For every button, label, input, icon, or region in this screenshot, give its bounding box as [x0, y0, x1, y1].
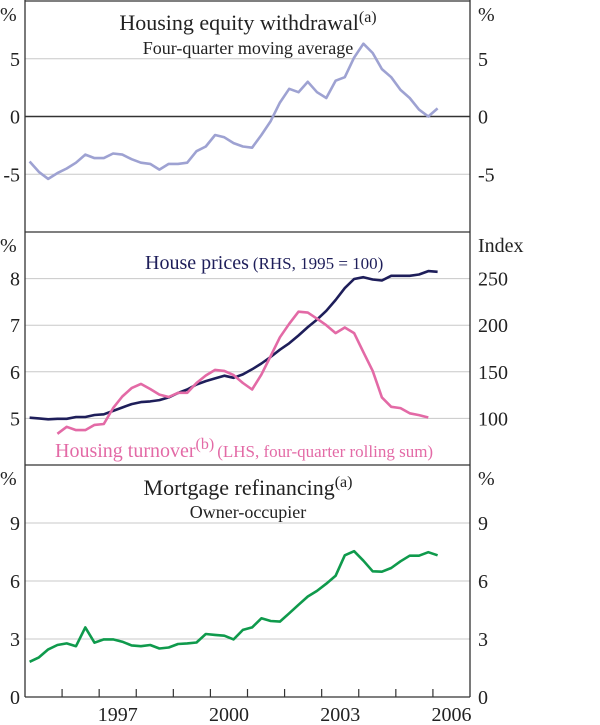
- y-tick-label-left: 5: [10, 408, 20, 430]
- y-tick-label-left: 6: [10, 571, 20, 593]
- panel1-title: Housing equity withdrawal(a): [119, 9, 376, 35]
- y-tick-label-right: 0: [478, 107, 488, 129]
- y-tick-label-left: 9: [10, 513, 20, 535]
- housing-turnover-label: Housing turnover(b) (LHS, four-quarter ro…: [55, 436, 433, 462]
- y-unit-label-left: %: [0, 235, 17, 257]
- y-tick-label-right: 5: [478, 49, 488, 71]
- series-line-house-prices-rhs-1995-100: [29, 269, 438, 421]
- y-unit-label-right: %: [478, 4, 495, 26]
- y-tick-label-right: -5: [478, 164, 495, 186]
- y-tick-label-left: 3: [10, 629, 20, 651]
- panel3-title: Mortgage refinancing(a): [144, 474, 353, 500]
- house-prices-label: House prices (RHS, 1995 = 100): [145, 252, 383, 274]
- panel3-subtitle: Owner-occupier: [190, 502, 307, 522]
- y-unit-label-right: %: [478, 468, 495, 490]
- tick-labels: -5 -5 0 0 5 5% % 5 6 7 8 100 150 200 250% Index 0 0 3 3 6 6 9 9…: [0, 4, 524, 725]
- x-tick-label: 2003: [320, 704, 360, 725]
- x-tick-label: 2000: [209, 704, 249, 725]
- x-tick-label: 1997: [98, 704, 138, 725]
- y-tick-label-right: 0: [478, 687, 488, 709]
- y-tick-label-right: 6: [478, 571, 488, 593]
- y-tick-label-left: 6: [10, 362, 20, 384]
- y-tick-label-left: 8: [10, 269, 20, 291]
- y-tick-label-right: 100: [478, 408, 508, 430]
- y-tick-label-left: -5: [3, 164, 20, 186]
- panel1-subtitle: Four-quarter moving average: [143, 38, 354, 58]
- y-tick-label-right: 9: [478, 513, 488, 535]
- y-tick-label-left: 7: [10, 315, 20, 337]
- plot-frame: [24, 0, 471, 698]
- y-tick-label-left: 0: [10, 687, 20, 709]
- y-tick-label-right: 200: [478, 315, 508, 337]
- y-unit-label-left: %: [0, 468, 17, 490]
- series-line-housing-turnover-lhs-four-quarter-rolling-sum: [56, 310, 429, 435]
- y-tick-label-right: 150: [478, 362, 508, 384]
- y-unit-label-right: Index: [478, 235, 524, 257]
- y-tick-label-left: 5: [10, 49, 20, 71]
- x-tick-label: 2006: [431, 704, 471, 725]
- series-line-housing-equity-withdrawal: [28, 42, 439, 181]
- y-unit-label-left: %: [0, 4, 17, 26]
- y-tick-label-right: 3: [478, 629, 488, 651]
- y-tick-label-left: 0: [10, 107, 20, 129]
- series-lines: [28, 42, 439, 663]
- series-line-mortgage-refinancing: [29, 549, 439, 663]
- y-tick-label-right: 250: [478, 269, 508, 291]
- gridlines: [25, 58, 470, 640]
